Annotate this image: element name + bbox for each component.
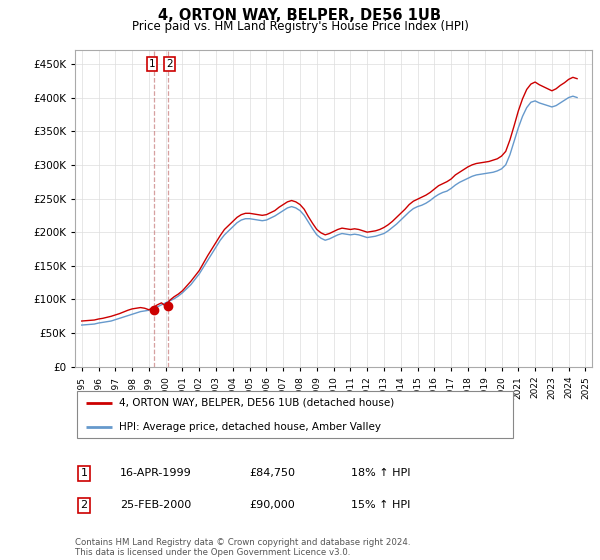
Text: 18% ↑ HPI: 18% ↑ HPI: [351, 468, 410, 478]
Text: 4, ORTON WAY, BELPER, DE56 1UB (detached house): 4, ORTON WAY, BELPER, DE56 1UB (detached…: [119, 398, 394, 408]
Text: 2: 2: [80, 500, 88, 510]
Text: 16-APR-1999: 16-APR-1999: [120, 468, 192, 478]
Text: 25-FEB-2000: 25-FEB-2000: [120, 500, 191, 510]
Text: £90,000: £90,000: [249, 500, 295, 510]
Text: £84,750: £84,750: [249, 468, 295, 478]
Text: Contains HM Land Registry data © Crown copyright and database right 2024.
This d: Contains HM Land Registry data © Crown c…: [75, 538, 410, 557]
Text: 2: 2: [166, 59, 173, 69]
Text: HPI: Average price, detached house, Amber Valley: HPI: Average price, detached house, Ambe…: [119, 422, 381, 432]
Text: 1: 1: [149, 59, 155, 69]
Text: 1: 1: [80, 468, 88, 478]
Text: Price paid vs. HM Land Registry's House Price Index (HPI): Price paid vs. HM Land Registry's House …: [131, 20, 469, 32]
Text: 4, ORTON WAY, BELPER, DE56 1UB: 4, ORTON WAY, BELPER, DE56 1UB: [158, 8, 442, 24]
Text: 15% ↑ HPI: 15% ↑ HPI: [351, 500, 410, 510]
FancyBboxPatch shape: [77, 391, 513, 438]
